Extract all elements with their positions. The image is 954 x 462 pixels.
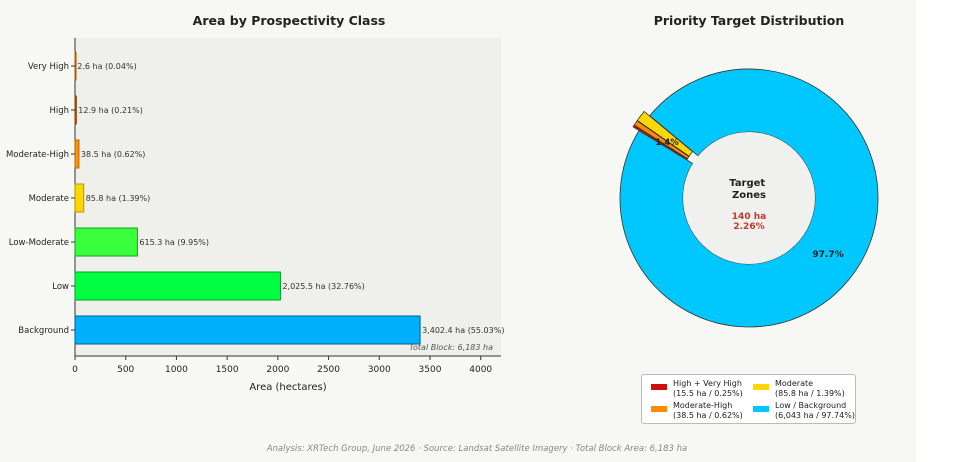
y-tick-label: High: [49, 106, 69, 116]
x-tick-label: 1500: [216, 365, 239, 375]
legend-label: High + Very High: [673, 379, 742, 388]
legend-label: Moderate-High: [673, 401, 733, 410]
bar-moderate: [74, 183, 85, 213]
y-tick-label: Very High: [28, 62, 69, 72]
legend-detail: (15.5 ha / 0.25%): [673, 389, 743, 398]
legend-swatch: [753, 406, 769, 412]
legend-swatch: [651, 406, 667, 412]
bar-high: [74, 95, 77, 125]
footer-caption: Analysis: XRTech Group, June 2026 · Sour…: [266, 444, 688, 454]
bar-value-label: 2.6 ha (0.04%): [77, 62, 136, 71]
x-tick-label: 3000: [368, 365, 391, 375]
donut-legend: High + Very High (15.5 ha / 0.25%) Modera…: [641, 374, 856, 424]
bar-value-label: 3,402.4 ha (55.03%): [422, 326, 504, 335]
y-tick-label: Low-Moderate: [9, 238, 69, 248]
bar-value-label: 38.5 ha (0.62%): [81, 150, 146, 159]
bar-low: [74, 271, 281, 301]
donut-chart-title: Priority Target Distribution: [654, 13, 845, 28]
legend-swatch: [651, 384, 667, 390]
donut-slice-label-moderate: 1.4%: [655, 138, 679, 148]
donut-center-percent: 2.26%: [733, 222, 764, 232]
x-tick-label: 1000: [165, 365, 188, 375]
x-tick-label: 0: [72, 365, 78, 375]
bar-value-label: 615.3 ha (9.95%): [139, 238, 209, 247]
donut-hole: [683, 132, 815, 264]
legend-detail: (38.5 ha / 0.62%): [673, 411, 743, 420]
bar-value-labels: 2.6 ha (0.04%) 12.9 ha (0.21%) 38.5 ha (0.…: [77, 62, 504, 335]
donut-slices: [619, 68, 879, 328]
y-tick-label: Moderate-High: [6, 150, 69, 160]
x-tick-label: 500: [117, 365, 134, 375]
x-axis-label: Area (hectares): [249, 382, 326, 393]
donut-chart: Priority Target Distribution 1.4% 97.7% …: [619, 13, 879, 328]
x-tick-label: 4000: [469, 365, 492, 375]
slice-moderate-high: [633, 120, 690, 160]
legend-label: Moderate: [775, 379, 814, 388]
legend-item-moderate-high: Moderate-High (38.5 ha / 0.62%): [646, 401, 754, 425]
y-tick-label: Low: [52, 282, 69, 292]
bar-value-label: 85.8 ha (1.39%): [86, 194, 151, 203]
plot-area: [75, 38, 501, 356]
y-tick-labels: Very High High Moderate-High Moderate Low-Mo…: [6, 62, 75, 336]
legend-item-low-background: Low / Background (6,043 ha / 97.74%): [748, 401, 856, 425]
legend-detail: (85.8 ha / 1.39%): [775, 389, 845, 398]
bar-value-label: 12.9 ha (0.21%): [78, 106, 143, 115]
donut-slice-label-background: 97.7%: [812, 250, 843, 260]
bar-low-moderate: [74, 227, 138, 257]
donut-center-value: 140 ha: [732, 212, 766, 222]
y-tick-label: Moderate: [29, 194, 69, 204]
x-tick-label: 3500: [419, 365, 442, 375]
bar-very-high: [74, 51, 77, 81]
bar-background: [74, 315, 421, 345]
total-block-annotation: Total Block: 6,183 ha: [409, 343, 493, 352]
bar-value-label: 2,025.5 ha (32.76%): [282, 282, 364, 291]
x-tick-label: 2000: [266, 365, 289, 375]
x-tick-labels: 0 500 1000 1500 2000 2500 3000 3500 4000: [72, 356, 492, 375]
y-tick-label: Background: [18, 326, 69, 336]
x-tick-label: 2500: [317, 365, 340, 375]
bar-chart-title: Area by Prospectivity Class: [193, 13, 386, 28]
legend-detail: (6,043 ha / 97.74%): [775, 411, 855, 420]
bar-chart: Area by Prospectivity Class 2.6 ha (0.04…: [6, 13, 504, 393]
legend-label: Low / Background: [775, 401, 847, 410]
donut-center-title: Target Zones: [729, 178, 768, 201]
legend-item-high-very-high: High + Very High (15.5 ha / 0.25%): [646, 379, 754, 403]
legend-swatch: [753, 384, 769, 390]
bar-moderate-high: [74, 139, 80, 169]
legend-item-moderate: Moderate (85.8 ha / 1.39%): [748, 379, 856, 403]
bar-series: [74, 51, 421, 345]
